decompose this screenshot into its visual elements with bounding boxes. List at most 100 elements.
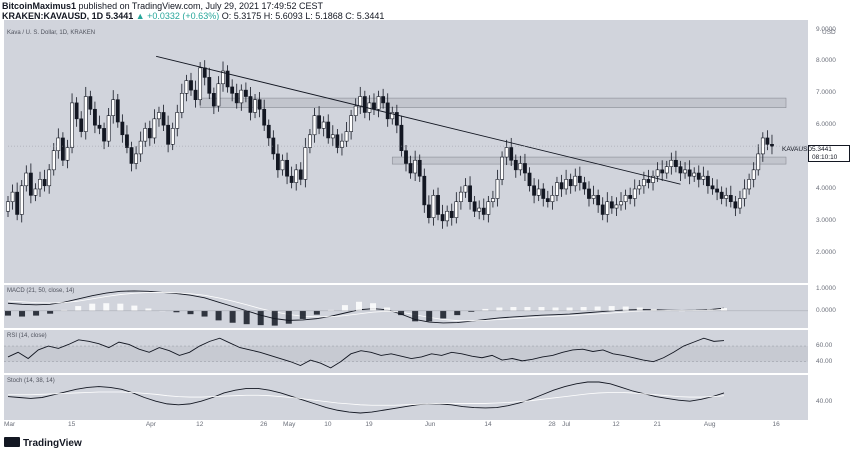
candle-body	[710, 185, 715, 190]
candle-body	[276, 153, 280, 171]
candle-body	[19, 185, 24, 215]
candle-body	[513, 159, 518, 171]
price-tick-label: 3.0000	[816, 216, 836, 224]
candle-body	[477, 207, 482, 212]
candle-body	[340, 140, 344, 148]
candle-body	[271, 137, 276, 155]
macd-histogram-bar	[608, 306, 615, 311]
rsi-chart[interactable]	[4, 330, 808, 373]
candle-body	[56, 137, 61, 152]
candle-body	[83, 96, 88, 132]
price-tick-label: 6.0000	[816, 121, 836, 129]
candle-body	[134, 153, 138, 164]
macd-axis[interactable]: 1.0000 0.0000	[808, 285, 850, 328]
candle-body	[161, 112, 166, 126]
macd-pane[interactable]	[4, 285, 808, 328]
time-tick-label: Jun	[424, 421, 436, 428]
candle-body	[202, 67, 207, 78]
candle-body	[303, 147, 308, 180]
candle-body	[262, 108, 267, 126]
resistance-zone	[391, 156, 787, 165]
candle-body	[573, 175, 578, 187]
time-tick-label: 19	[365, 421, 373, 428]
macd-histogram-bar	[285, 310, 292, 324]
macd-histogram-bar	[117, 303, 124, 311]
macd-histogram-bar	[33, 310, 40, 316]
macd-histogram-bar	[412, 310, 419, 322]
price-tick-label: 4.0000	[816, 184, 836, 192]
macd-histogram-bar	[327, 309, 334, 311]
macd-histogram-bar	[131, 305, 138, 311]
candle-body	[225, 70, 230, 88]
macd-histogram-bar	[468, 310, 475, 312]
macd-histogram-bar	[173, 310, 180, 313]
macd-histogram-bar	[243, 310, 250, 325]
candle-body	[674, 159, 678, 167]
candle-body	[175, 112, 180, 129]
stoch-chart[interactable]	[4, 375, 808, 420]
macd-histogram-bar	[313, 310, 320, 315]
candle-body	[692, 172, 697, 177]
price-tag-value: 5.3441	[812, 146, 832, 153]
stoch-pane[interactable]	[4, 375, 808, 420]
macd-histogram-bar	[229, 310, 236, 323]
time-tick-label: 10	[324, 421, 332, 428]
tradingview-logo[interactable]: TradingView	[4, 437, 82, 449]
candle-body	[344, 131, 349, 142]
candle-body	[184, 80, 189, 94]
price-tick-label: 7.0000	[816, 89, 836, 97]
price-tag-timer: 08:10:10	[812, 154, 838, 161]
candle-body	[628, 195, 633, 199]
candle-body	[491, 198, 495, 203]
indicator-tick-label: 40.00	[816, 398, 833, 406]
time-tick-label: 16	[772, 421, 780, 428]
rsi-pane[interactable]	[4, 330, 808, 373]
time-axis[interactable]: Mar 15 Apr 12 26 May 10 19 Jun 14 28 Jul 12 21 Aug 16	[0, 420, 808, 430]
time-tick-label: 26	[260, 421, 268, 428]
macd-histogram-bar	[440, 310, 447, 319]
candle-body	[125, 134, 129, 148]
brand-name: TradingView	[23, 438, 82, 449]
indicator-tick-label: 60.00	[816, 342, 833, 350]
candle-body	[486, 201, 491, 215]
time-tick-label: 15	[68, 421, 76, 428]
stoch-axis[interactable]: 40.00	[808, 375, 850, 420]
candle-body	[399, 124, 404, 152]
symbol-tag: KAVAUSD	[782, 146, 813, 153]
candle-body	[294, 169, 299, 183]
candle-body	[747, 179, 752, 190]
publisher-name[interactable]: BitcoinMaximus1	[2, 1, 77, 11]
candle-body	[591, 195, 596, 199]
candle-body	[701, 175, 706, 180]
indicator-line	[7, 292, 725, 322]
price-pane[interactable]	[4, 20, 808, 283]
candle-body	[193, 89, 198, 100]
rsi-axis[interactable]: 60.00 40.00	[808, 330, 850, 373]
macd-histogram-bar	[454, 310, 461, 316]
candle-body	[559, 182, 564, 190]
macd-histogram-bar	[19, 310, 26, 317]
resistance-zone	[199, 97, 787, 108]
candle-body	[248, 96, 253, 113]
macd-histogram-bar	[103, 303, 110, 311]
macd-histogram-bar	[664, 310, 671, 311]
candle-body	[317, 115, 321, 129]
macd-chart[interactable]	[4, 285, 808, 328]
price-tick-label: 9.0000	[816, 25, 836, 33]
candle-body	[189, 80, 193, 91]
candle-body	[60, 137, 65, 161]
price-chart[interactable]	[4, 20, 808, 283]
candle-body	[298, 169, 303, 180]
macd-histogram-bar	[61, 309, 68, 311]
macd-histogram-bar	[636, 307, 643, 311]
candle-body	[426, 204, 431, 218]
candle-body	[609, 201, 614, 209]
candle-body	[614, 204, 619, 209]
candle-body	[170, 128, 175, 145]
candle-body	[179, 93, 184, 113]
macd-histogram-bar	[566, 307, 573, 311]
time-tick-label: 12	[196, 421, 204, 428]
ohlc-values: O: 5.3175 H: 5.6093 L: 5.1868 C: 5.3441	[221, 11, 385, 21]
candle-body	[532, 185, 536, 196]
candle-body	[436, 195, 440, 215]
